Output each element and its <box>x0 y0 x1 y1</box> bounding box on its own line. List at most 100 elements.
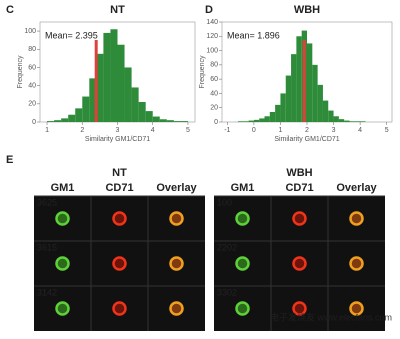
column-header: Overlay <box>336 182 377 194</box>
bar <box>253 119 260 122</box>
chart-title: NT <box>110 4 125 16</box>
bar <box>291 54 297 123</box>
group-title: NT <box>112 167 127 179</box>
bar <box>173 121 181 122</box>
x-tick-label: 5 <box>385 127 389 134</box>
bar <box>61 118 69 122</box>
column-header: CD71 <box>285 182 313 194</box>
y-tick-label: 80 <box>210 62 218 69</box>
cell-id: 3142 <box>37 287 57 297</box>
x-tick-label: 0 <box>252 127 256 134</box>
column-header: Overlay <box>156 182 197 194</box>
y-tick-label: 40 <box>210 90 218 97</box>
bar <box>322 100 329 122</box>
cell-id: 3625 <box>37 197 57 207</box>
y-axis-label: Frequency <box>17 55 24 89</box>
bar <box>47 121 55 122</box>
x-axis-label: Similarity GM1/CD71 <box>274 136 339 143</box>
cell <box>55 211 70 226</box>
column-header: GM1 <box>51 182 75 194</box>
cell <box>112 301 127 316</box>
x-tick-label: 1 <box>278 127 282 134</box>
cell <box>55 301 70 316</box>
y-tick-label: 100 <box>206 47 218 54</box>
cell <box>55 256 70 271</box>
cell <box>112 256 127 271</box>
bar <box>75 108 83 122</box>
bar <box>360 121 366 122</box>
cell <box>349 256 364 271</box>
bar <box>285 75 292 122</box>
y-tick-label: 120 <box>206 33 218 40</box>
x-tick-label: 2 <box>80 127 84 134</box>
y-tick-label: 140 <box>206 19 218 26</box>
x-tick-label: -1 <box>224 127 230 134</box>
bar <box>275 104 281 122</box>
cell <box>169 211 184 226</box>
y-tick-label: 20 <box>210 105 218 112</box>
bar <box>89 78 97 122</box>
bar <box>317 84 323 122</box>
y-tick-label: 80 <box>28 46 36 53</box>
chart-title: WBH <box>294 4 320 16</box>
panel-label: D <box>205 4 213 16</box>
bar <box>280 93 286 122</box>
cell <box>235 301 250 316</box>
bar <box>110 29 118 122</box>
x-tick-label: 3 <box>332 127 336 134</box>
bar <box>248 120 254 122</box>
bar <box>96 53 104 123</box>
bar <box>264 116 270 122</box>
bar <box>138 102 146 122</box>
y-tick-label: 40 <box>28 82 36 89</box>
cell <box>112 211 127 226</box>
bar <box>354 121 361 122</box>
bar <box>349 121 355 122</box>
cell <box>292 256 307 271</box>
group-title: WBH <box>286 167 312 179</box>
x-axis-label: Similarity GM1/CD71 <box>85 136 150 143</box>
cell <box>169 301 184 316</box>
bar <box>180 121 188 122</box>
cell-id: 3615 <box>37 242 57 252</box>
cell <box>349 211 364 226</box>
y-tick-label: 100 <box>24 28 36 35</box>
x-tick-label: 4 <box>151 127 155 134</box>
bar <box>328 110 334 122</box>
y-tick-label: 20 <box>28 101 36 108</box>
bar <box>54 120 62 122</box>
bar <box>124 67 132 122</box>
bar <box>117 44 125 122</box>
panel-label: E <box>6 154 13 166</box>
bar <box>338 119 345 122</box>
panel-label: C <box>6 4 14 16</box>
mean-annotation: Mean= 2.395 <box>45 30 98 40</box>
bar <box>344 120 350 122</box>
column-header: CD71 <box>105 182 133 194</box>
cell-id: 2202 <box>217 242 237 252</box>
bar <box>296 36 302 122</box>
cell-id: 100 <box>217 197 232 207</box>
x-tick-label: 3 <box>116 127 120 134</box>
cell <box>292 211 307 226</box>
bar <box>131 87 139 122</box>
cell <box>235 211 250 226</box>
watermark: 电子发烧友 www.elecfans.com <box>270 311 392 322</box>
bar <box>237 121 244 122</box>
cell <box>235 256 250 271</box>
mean-annotation: Mean= 1.896 <box>227 30 280 40</box>
bar <box>307 43 313 122</box>
cell <box>349 301 364 316</box>
x-tick-label: 4 <box>358 127 362 134</box>
y-tick-label: 60 <box>28 64 36 71</box>
cell <box>169 256 184 271</box>
bar <box>333 116 339 122</box>
bar <box>145 111 153 122</box>
cell <box>292 301 307 316</box>
bar <box>166 120 174 122</box>
y-tick-label: 60 <box>210 76 218 83</box>
bar <box>82 96 90 122</box>
bar <box>103 32 111 123</box>
bar <box>68 114 76 122</box>
